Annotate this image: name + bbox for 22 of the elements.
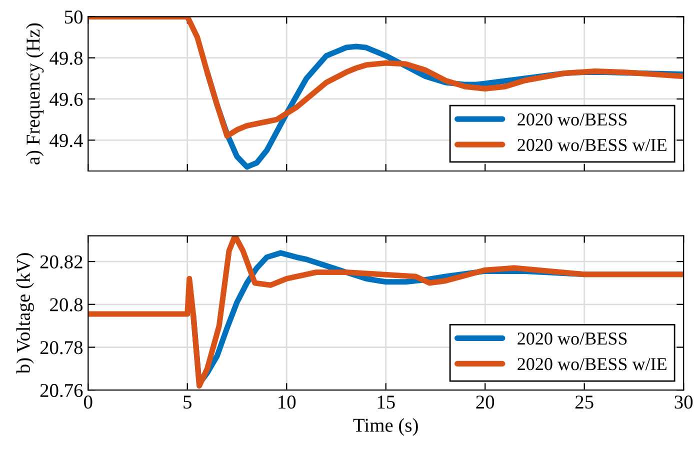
y-axis-title: a) Frequency (Hz): [26, 23, 44, 164]
y-tick-label: 20.8: [50, 298, 83, 312]
x-tick-label: 20: [476, 396, 494, 409]
legend-label: 2020 wo/BESS: [518, 113, 627, 126]
legend-label: 2020 wo/BESS: [518, 332, 627, 345]
x-tick-label: 0: [84, 396, 92, 409]
x-tick-label: 10: [278, 396, 296, 409]
y-tick-label: 49.8: [50, 52, 83, 65]
x-tick-label: 25: [575, 396, 594, 409]
x-axis-title: Time (s): [353, 418, 418, 436]
x-tick-label: 15: [378, 396, 395, 409]
y-tick-label: 49.4: [50, 134, 83, 148]
y-tick-label: 20.82: [40, 255, 82, 269]
y-tick-label: 49.6: [50, 92, 83, 106]
x-tick-label: 5: [184, 396, 192, 409]
y-axis-title: b) Voltage (kV): [16, 253, 34, 374]
y-tick-label: 20.76: [40, 384, 83, 398]
y-tick-label: 50: [64, 10, 83, 24]
legend-label: 2020 wo/BESS w/IE: [518, 358, 666, 370]
legend-label: 2020 wo/BESS w/IE: [518, 138, 666, 152]
y-tick-label: 20.78: [40, 341, 83, 354]
x-tick-label: 30: [674, 396, 693, 409]
